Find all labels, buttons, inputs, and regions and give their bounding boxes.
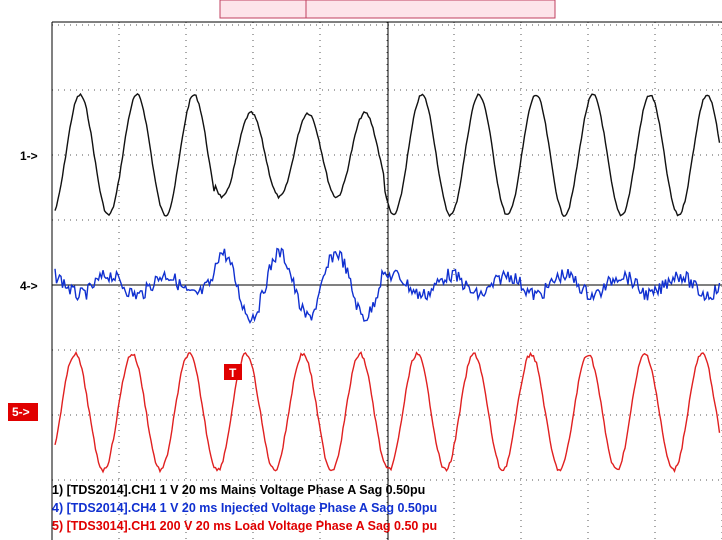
ch4-marker: 4-> (20, 279, 38, 293)
legend-ch1: 1) [TDS2014].CH1 1 V 20 ms Mains Voltage… (52, 483, 425, 497)
scope-screen: 1-> 4-> 5-> T 1) [TDS2014].CH1 1 V 20 ms… (0, 0, 722, 540)
background (0, 0, 722, 540)
ch1-marker: 1-> (20, 149, 38, 163)
trigger-marker: T (229, 366, 237, 380)
legend-ch4: 4) [TDS2014].CH4 1 V 20 ms Injected Volt… (52, 501, 437, 515)
ch5-marker: 5-> (12, 405, 30, 419)
legend-ch5: 5) [TDS3014].CH1 200 V 20 ms Load Voltag… (52, 519, 437, 533)
record-bar (220, 0, 555, 18)
